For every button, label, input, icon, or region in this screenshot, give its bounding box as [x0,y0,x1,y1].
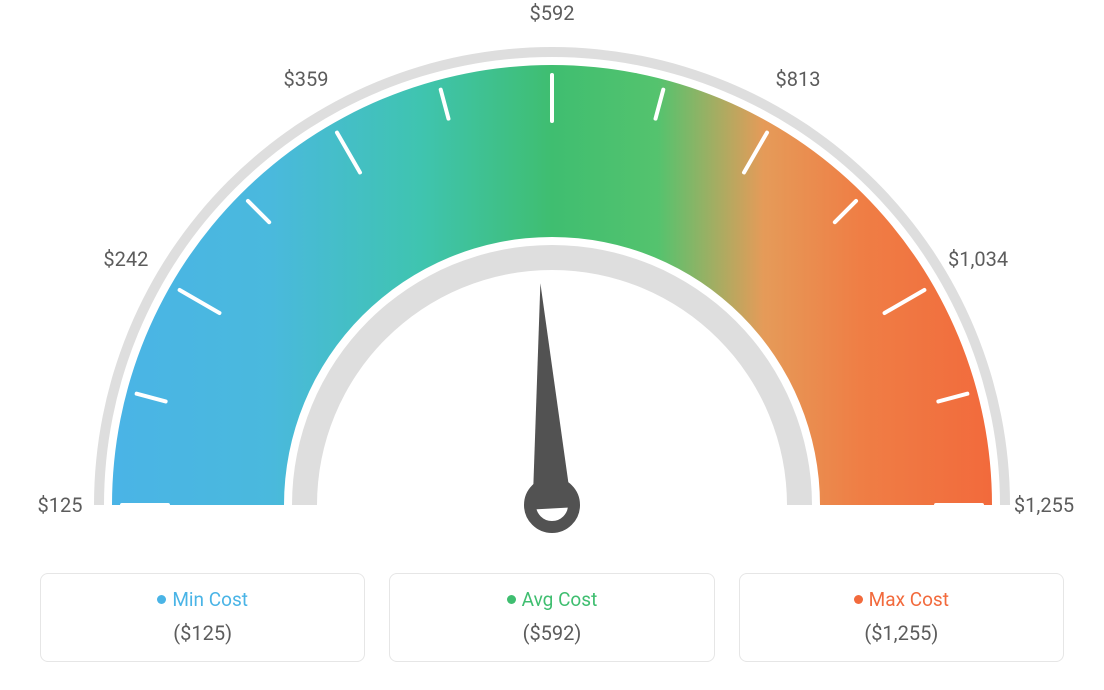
dot-icon [507,595,516,604]
legend-card-min: Min Cost ($125) [40,573,365,662]
gauge-svg [0,0,1104,560]
legend-card-max: Max Cost ($1,255) [739,573,1064,662]
legend-value-max: ($1,255) [750,621,1053,645]
scale-label: $359 [284,67,329,91]
scale-label: $125 [38,493,83,517]
scale-label: $242 [103,247,148,271]
scale-label: $1,255 [1014,493,1074,517]
legend-row: Min Cost ($125) Avg Cost ($592) Max Cost… [40,573,1064,662]
dot-icon [157,595,166,604]
legend-title-max: Max Cost [750,588,1053,611]
cost-gauge-chart: $125 $242 $359 $592 $813 $1,034 $1,255 Min Cos… [0,0,1104,690]
legend-value-avg: ($592) [400,621,703,645]
legend-label-avg: Avg Cost [522,588,598,611]
scale-label: $592 [530,1,575,25]
legend-label-min: Min Cost [172,588,248,611]
scale-label: $813 [776,67,821,91]
legend-title-avg: Avg Cost [400,588,703,611]
legend-card-avg: Avg Cost ($592) [389,573,714,662]
legend-label-max: Max Cost [869,588,949,611]
gauge-area: $125 $242 $359 $592 $813 $1,034 $1,255 [0,0,1104,560]
dot-icon [854,595,863,604]
legend-value-min: ($125) [51,621,354,645]
legend-title-min: Min Cost [51,588,354,611]
scale-label: $1,034 [948,247,1008,271]
